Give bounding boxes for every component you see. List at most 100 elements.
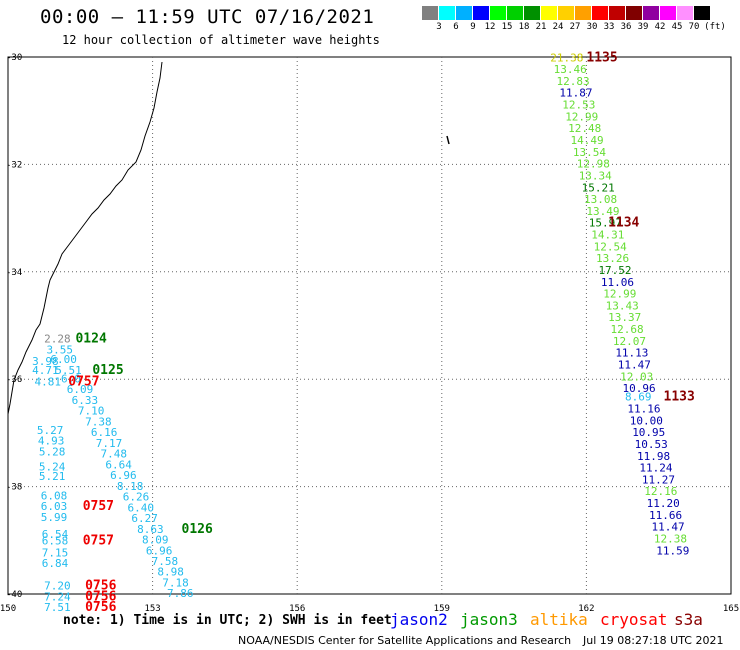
island-mark bbox=[446, 135, 450, 145]
swh-value-label: 7.58 bbox=[152, 555, 179, 568]
swh-value-label: 13.54 bbox=[573, 146, 606, 159]
swh-value-label: 6.40 bbox=[128, 501, 155, 514]
footnote: note: 1) Time is in UTC; 2) SWH is in fe… bbox=[63, 613, 392, 628]
pass-time-label: 1135 bbox=[586, 50, 617, 65]
swh-value-label: 12.54 bbox=[594, 240, 627, 253]
swh-value-label: 13.46 bbox=[554, 63, 587, 76]
swh-value-label: 14.49 bbox=[570, 134, 603, 147]
swh-value-label: 5.51 bbox=[55, 364, 82, 377]
swh-value-label: 17.52 bbox=[598, 264, 631, 277]
swh-value-label: 8.18 bbox=[117, 480, 144, 493]
swh-value-label: 8.09 bbox=[142, 534, 169, 547]
swh-value-label: 11.13 bbox=[615, 347, 648, 360]
legend-tick-label: 45 bbox=[671, 22, 683, 32]
swh-value-label: 6.08 bbox=[41, 489, 68, 502]
swh-value-label: 7.10 bbox=[78, 405, 105, 418]
swh-value-label: 6.96 bbox=[146, 544, 173, 557]
legend-swatch bbox=[609, 6, 626, 20]
coastline bbox=[7, 61, 163, 415]
mission-s3a-label: s3a bbox=[674, 610, 703, 629]
swh-value-label: 11.16 bbox=[627, 402, 660, 415]
legend-tick-label: 6 bbox=[453, 22, 459, 32]
swh-value-label: 7.38 bbox=[85, 415, 112, 428]
swh-value-label: 8.69 bbox=[625, 391, 652, 404]
legend-tick-label: 39 bbox=[637, 22, 649, 32]
latitude-tick-label: -34 bbox=[6, 268, 22, 278]
swh-value-label: 6.96 bbox=[110, 469, 136, 482]
legend-swatch bbox=[456, 6, 473, 20]
swh-value-label: 8.63 bbox=[137, 523, 164, 536]
swh-value-label: 7.48 bbox=[101, 448, 128, 461]
legend-tick-label: 15 bbox=[501, 22, 513, 32]
longitude-tick-label: 165 bbox=[723, 604, 739, 614]
legend-tick-label: 21 bbox=[535, 22, 547, 32]
swh-value-label: 3.98 bbox=[32, 355, 59, 368]
swh-value-label: 7.24 bbox=[44, 590, 71, 603]
swh-value-label: 11.66 bbox=[649, 509, 682, 522]
pass-time-label: 0756 bbox=[85, 589, 116, 604]
map-frame bbox=[7, 56, 732, 595]
swh-value-label: 11.24 bbox=[639, 462, 672, 475]
legend-swatch bbox=[660, 6, 677, 20]
mission-altika-label: altika bbox=[530, 610, 588, 629]
legend-tick-label: 12 bbox=[484, 22, 496, 32]
swh-value-label: 4.71 bbox=[32, 364, 59, 377]
mission-jason3-label: jason3 bbox=[460, 610, 518, 629]
legend-swatch bbox=[694, 6, 711, 20]
swh-value-label: 15.21 bbox=[582, 181, 615, 194]
legend-swatch bbox=[626, 6, 643, 20]
pass-time-label: 1133 bbox=[664, 390, 695, 405]
longitude-tick-label: 150 bbox=[0, 604, 16, 614]
pass-time-label: 1134 bbox=[608, 216, 639, 231]
swh-value-label: 6.33 bbox=[72, 394, 99, 407]
swh-value-label: 12.99 bbox=[565, 110, 598, 123]
generated-timestamp: Jul 19 08:27:18 UTC 2021 bbox=[583, 634, 724, 647]
swh-value-label: 2.28 bbox=[44, 333, 71, 346]
swh-value-label: 6.54 bbox=[42, 528, 69, 541]
swh-value-label: 6.09 bbox=[67, 383, 94, 396]
longitude-tick-label: 162 bbox=[578, 604, 594, 614]
legend-swatch bbox=[575, 6, 592, 20]
legend-swatch bbox=[558, 6, 575, 20]
latitude-tick-label: -38 bbox=[6, 483, 22, 493]
swh-value-label: 10.53 bbox=[635, 438, 668, 451]
swh-value-label: 10.96 bbox=[623, 382, 656, 395]
swh-value-label: 11.06 bbox=[601, 276, 634, 289]
swh-value-label: 12.03 bbox=[620, 370, 653, 383]
map-subtitle: 12 hour collection of altimeter wave hei… bbox=[62, 33, 380, 47]
legend-tick-label: 36 bbox=[620, 22, 632, 32]
longitude-tick-label: 153 bbox=[144, 604, 160, 614]
swh-value-label: 5.24 bbox=[39, 460, 66, 473]
swh-value-label: 6.84 bbox=[42, 557, 69, 570]
mission-jason2-label: jason2 bbox=[390, 610, 448, 629]
pass-time-label: 0757 bbox=[83, 534, 114, 549]
legend-tick-label: 33 bbox=[603, 22, 615, 32]
legend-swatch bbox=[677, 6, 694, 20]
gridlines bbox=[8, 57, 731, 594]
swh-value-label: 13.34 bbox=[579, 169, 612, 182]
swh-value-label: 12.83 bbox=[557, 75, 590, 88]
swh-value-label: 7.86 bbox=[167, 587, 194, 600]
latitude-labels: -30 -32 -34 -36 -38 -40 bbox=[6, 53, 22, 600]
swh-value-label: 13.37 bbox=[608, 311, 641, 324]
swh-value-label: 13.43 bbox=[606, 299, 639, 312]
legend-swatch bbox=[524, 6, 541, 20]
swh-value-label: 12.16 bbox=[644, 485, 677, 498]
swh-value-label: 4.81 bbox=[35, 376, 62, 389]
swh-value-label: 11.27 bbox=[642, 473, 675, 486]
legend-swatch bbox=[541, 6, 558, 20]
swh-value-label: 12.07 bbox=[613, 335, 646, 348]
legend-tick-label: 30 bbox=[586, 22, 598, 32]
swh-value-label: 13.49 bbox=[586, 205, 619, 218]
pass-time-label: 0124 bbox=[75, 332, 106, 347]
swh-value-label: 12.68 bbox=[611, 323, 644, 336]
swh-value-label: 15.97 bbox=[589, 217, 622, 230]
swh-value-label: 11.59 bbox=[656, 544, 689, 557]
pass-time-label: 0126 bbox=[182, 522, 213, 537]
swh-value-label: 6.27 bbox=[131, 512, 158, 525]
swh-value-label: 4.93 bbox=[38, 435, 65, 448]
swh-value-label: 11.98 bbox=[637, 450, 670, 463]
pass-time-label: 0125 bbox=[92, 363, 123, 378]
swh-value-label: 13.26 bbox=[596, 252, 629, 265]
legend-swatch bbox=[422, 6, 439, 20]
